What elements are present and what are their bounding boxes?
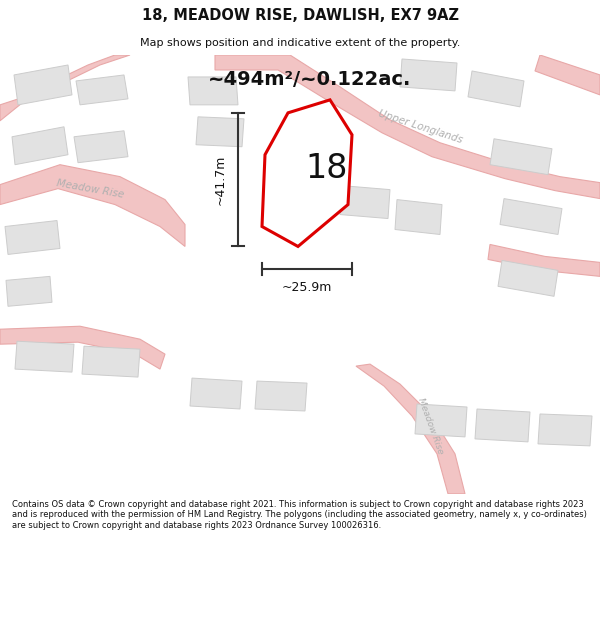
Polygon shape <box>0 55 130 121</box>
Polygon shape <box>395 199 442 234</box>
Polygon shape <box>498 261 558 296</box>
Text: Upper Longlands: Upper Longlands <box>377 109 463 145</box>
Polygon shape <box>500 199 562 234</box>
Text: ~25.9m: ~25.9m <box>282 281 332 294</box>
Text: 18: 18 <box>305 152 347 185</box>
Text: Meadow Rise: Meadow Rise <box>416 397 445 456</box>
Polygon shape <box>340 186 390 219</box>
Polygon shape <box>475 409 530 442</box>
Text: Meadow Rise: Meadow Rise <box>55 177 125 199</box>
Polygon shape <box>6 276 52 306</box>
Polygon shape <box>468 71 524 107</box>
Polygon shape <box>0 326 165 369</box>
Polygon shape <box>490 139 552 174</box>
Polygon shape <box>76 75 128 105</box>
Polygon shape <box>538 414 592 446</box>
Polygon shape <box>190 378 242 409</box>
Polygon shape <box>488 244 600 276</box>
Polygon shape <box>82 346 140 377</box>
Polygon shape <box>74 131 128 162</box>
Polygon shape <box>12 127 68 164</box>
Text: ~494m²/~0.122ac.: ~494m²/~0.122ac. <box>208 71 412 89</box>
Text: Map shows position and indicative extent of the property.: Map shows position and indicative extent… <box>140 38 460 48</box>
Polygon shape <box>14 65 72 105</box>
Polygon shape <box>15 341 74 372</box>
Polygon shape <box>415 404 467 437</box>
Polygon shape <box>255 381 307 411</box>
Text: 18, MEADOW RISE, DAWLISH, EX7 9AZ: 18, MEADOW RISE, DAWLISH, EX7 9AZ <box>142 8 458 23</box>
Polygon shape <box>535 55 600 95</box>
Polygon shape <box>356 364 465 494</box>
Polygon shape <box>215 55 600 199</box>
Text: Contains OS data © Crown copyright and database right 2021. This information is : Contains OS data © Crown copyright and d… <box>12 500 587 530</box>
Polygon shape <box>262 100 352 246</box>
Polygon shape <box>5 221 60 254</box>
Polygon shape <box>196 117 244 147</box>
Text: ~41.7m: ~41.7m <box>214 154 227 205</box>
Polygon shape <box>188 77 238 105</box>
Polygon shape <box>0 164 185 246</box>
Polygon shape <box>400 59 457 91</box>
